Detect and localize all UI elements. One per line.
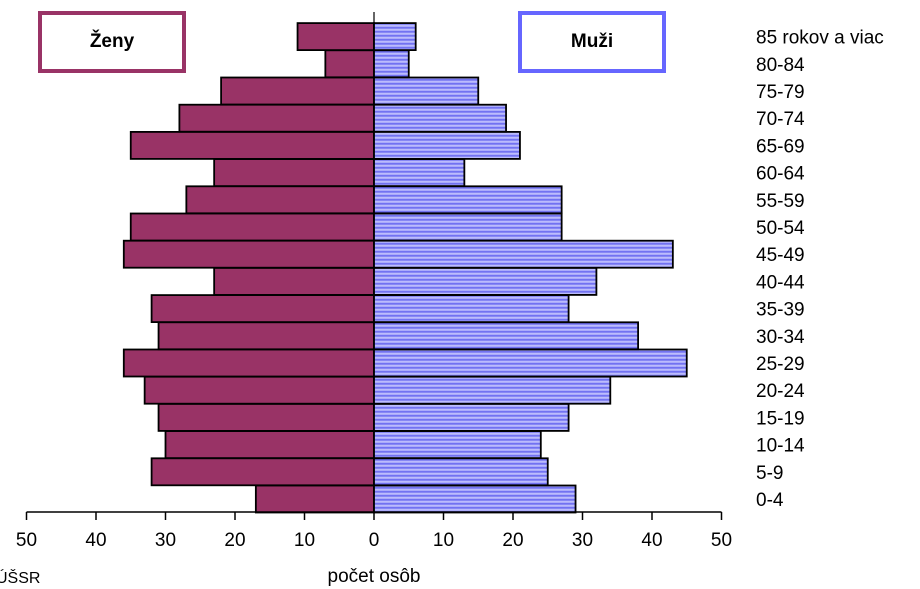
- legend-men: Muži: [518, 11, 666, 73]
- x-tick-label: 20: [224, 530, 245, 551]
- age-group-label: 70-74: [756, 109, 805, 130]
- age-group-label: 55-59: [756, 191, 805, 212]
- bar-men-5-9: [373, 457, 549, 487]
- bar-men-15-19: [373, 402, 570, 432]
- age-group-label: 85 rokov a viac: [756, 28, 884, 49]
- legend-men-label: Muži: [570, 31, 614, 52]
- bar-women-45-49: [122, 239, 375, 269]
- age-group-label: 65-69: [756, 136, 805, 157]
- bar-men-10-14: [373, 430, 542, 460]
- bar-women-65-69: [129, 130, 375, 160]
- bar-men-70-74: [373, 103, 507, 133]
- legend-women-label: Ženy: [89, 31, 135, 52]
- bar-women-40-44: [213, 266, 375, 296]
- bar-women-70-74: [178, 103, 375, 133]
- age-group-label: 5-9: [756, 463, 783, 484]
- bar-men-85-rokov-a-viac: [373, 22, 417, 52]
- age-group-label: 45-49: [756, 245, 805, 266]
- bar-men-80-84: [373, 49, 410, 79]
- bar-women-30-34: [157, 321, 375, 351]
- age-group-label: 75-79: [756, 82, 805, 103]
- age-group-label: 30-34: [756, 327, 805, 348]
- bar-women-50-54: [129, 212, 375, 242]
- bar-men-35-39: [373, 294, 570, 324]
- x-tick-label: 40: [641, 530, 662, 551]
- bar-women-5-9: [150, 457, 375, 487]
- bar-women-20-24: [143, 375, 375, 405]
- x-tick-label: 10: [294, 530, 315, 551]
- women-bars: [122, 22, 375, 514]
- x-axis: 50 40 30 20 10 0 10 20 30 40 50: [16, 12, 732, 551]
- age-group-label: 50-54: [756, 218, 805, 239]
- bar-women-60-64: [213, 158, 375, 188]
- bar-women-10-14: [164, 430, 375, 460]
- x-tick-label: 0: [369, 530, 380, 551]
- men-bars: [373, 22, 688, 514]
- x-tick-label: 30: [155, 530, 176, 551]
- bar-men-65-69: [373, 130, 521, 160]
- x-axis-title: počet osôb: [327, 566, 421, 587]
- bar-men-20-24: [373, 375, 612, 405]
- bar-men-45-49: [373, 239, 674, 269]
- source-note: ÚŠSR: [0, 570, 41, 587]
- age-group-label: 80-84: [756, 55, 805, 76]
- x-tick-label: 10: [433, 530, 454, 551]
- legend-women: Ženy: [38, 11, 186, 73]
- age-group-label: 15-19: [756, 408, 805, 429]
- bar-women-55-59: [185, 185, 375, 215]
- bar-men-30-34: [373, 321, 640, 351]
- bar-men-55-59: [373, 185, 563, 215]
- bar-men-60-64: [373, 158, 466, 188]
- x-tick-label: 40: [85, 530, 106, 551]
- bar-women-75-79: [220, 76, 375, 106]
- age-group-label: 60-64: [756, 164, 805, 185]
- bar-men-0-4: [373, 484, 577, 514]
- age-group-label: 0-4: [756, 490, 784, 511]
- bar-women-15-19: [157, 402, 375, 432]
- age-group-label: 40-44: [756, 272, 805, 293]
- age-group-label: 35-39: [756, 300, 805, 321]
- age-group-label: 25-29: [756, 354, 805, 375]
- age-group-label: 20-24: [756, 381, 805, 402]
- bar-women-25-29: [122, 348, 375, 378]
- age-group-labels: 0-4 5-9 10-14 15-19 20-24 25-29 30-34 35-39 40-4…: [756, 28, 884, 511]
- bar-women-0-4: [254, 484, 375, 514]
- x-tick-label: 30: [572, 530, 593, 551]
- bar-men-75-79: [373, 76, 480, 106]
- bar-men-40-44: [373, 266, 598, 296]
- bar-women-35-39: [150, 294, 375, 324]
- x-tick-label: 50: [711, 530, 732, 551]
- bar-men-50-54: [373, 212, 563, 242]
- bar-women-85-rokov-a-viac: [296, 22, 375, 52]
- bar-men-25-29: [373, 348, 688, 378]
- age-group-label: 10-14: [756, 436, 805, 457]
- bar-women-80-84: [324, 49, 375, 79]
- x-tick-label: 20: [502, 530, 523, 551]
- x-tick-label: 50: [16, 530, 37, 551]
